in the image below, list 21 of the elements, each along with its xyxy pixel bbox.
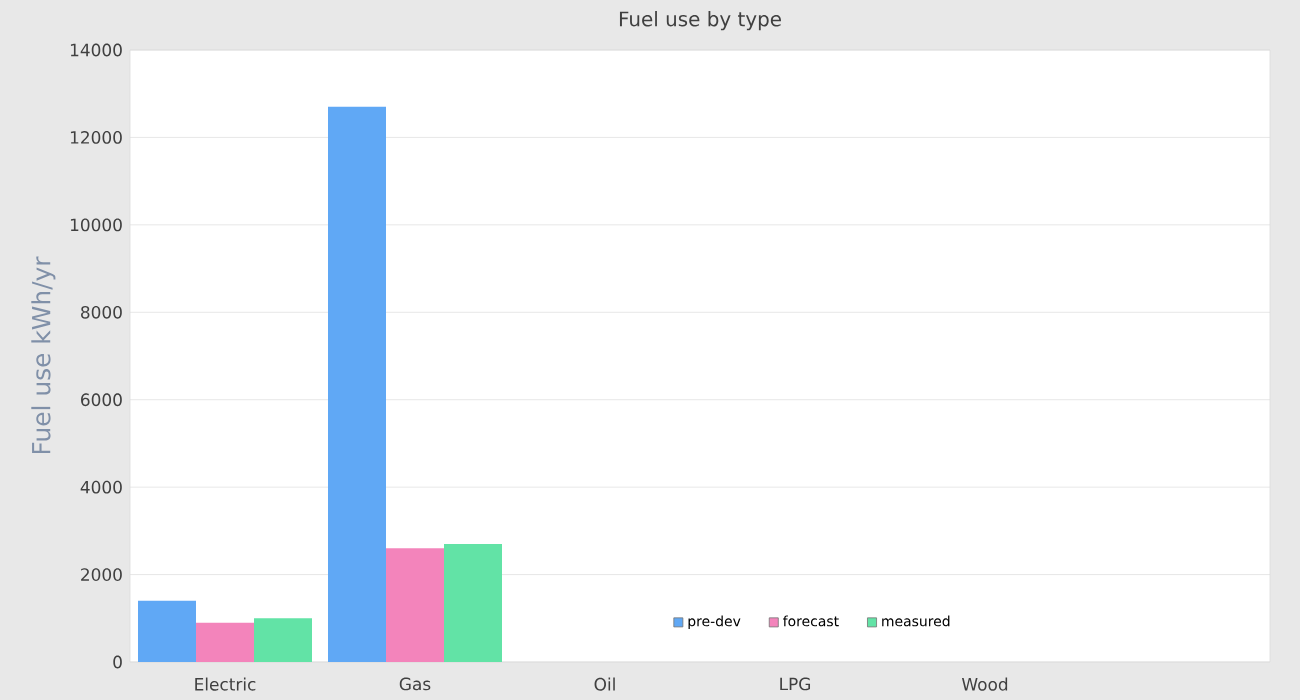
- y-axis-title: Fuel use kWh/yr: [31, 256, 56, 454]
- x-tick-label: Wood: [961, 677, 1008, 691]
- bar: [386, 548, 444, 662]
- bar: [444, 543, 502, 662]
- y-tick-label: 2000: [81, 568, 122, 581]
- bar: [138, 600, 196, 662]
- y-tick-label: 14000: [70, 43, 122, 57]
- x-tick-label: LPG: [780, 677, 811, 691]
- bar: [196, 622, 254, 662]
- y-tick-label: 8000: [81, 305, 122, 319]
- x-tick-label: Electric: [195, 677, 256, 691]
- x-tick-label: Oil: [594, 677, 615, 691]
- bar: [254, 618, 312, 662]
- y-tick-label: 0: [113, 655, 122, 669]
- bar: [328, 106, 386, 662]
- chart-title: Fuel use by type: [619, 11, 781, 31]
- y-tick-label: 12000: [70, 131, 122, 144]
- x-tick-label: Gas: [399, 677, 431, 691]
- y-tick-label: 4000: [80, 480, 122, 494]
- y-tick-label: 10000: [70, 218, 122, 232]
- y-tick-label: 6000: [81, 393, 122, 407]
